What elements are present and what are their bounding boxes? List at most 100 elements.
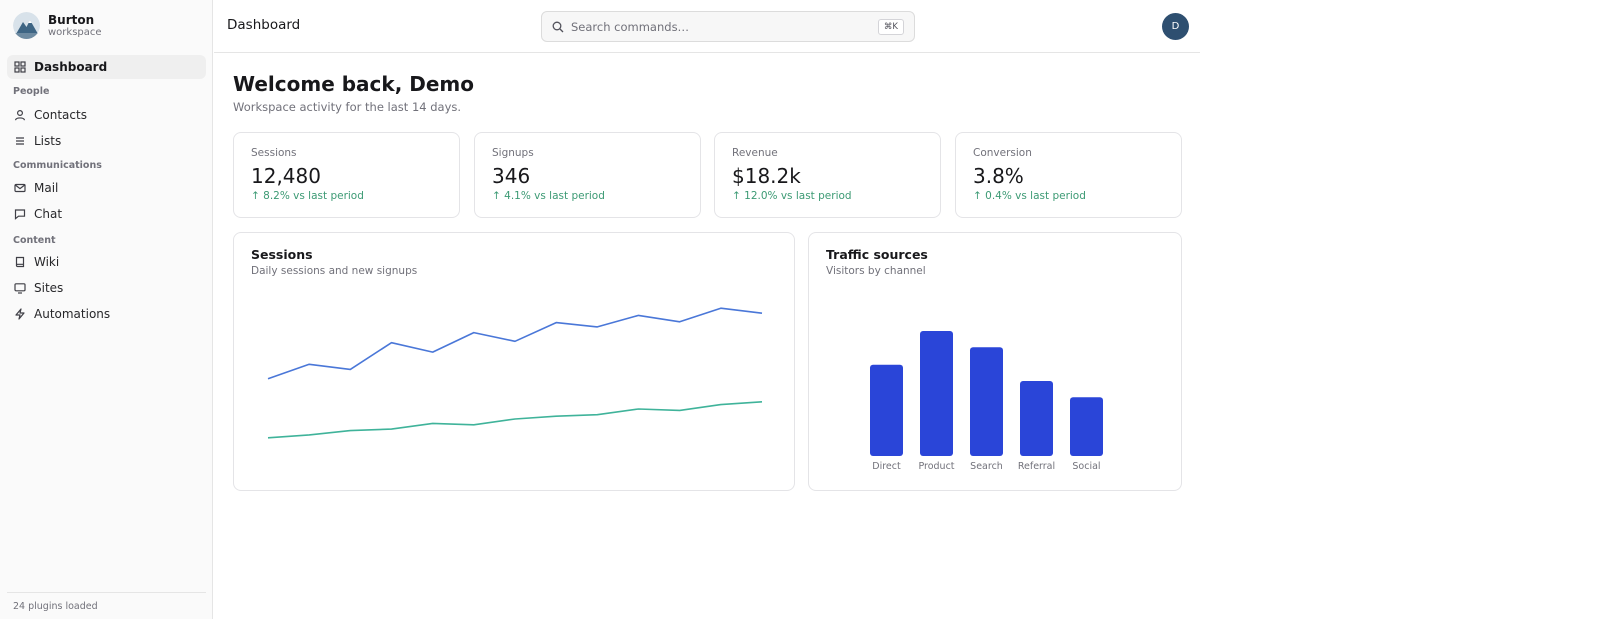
stat-delta: ↑ 4.1% vs last period	[492, 190, 605, 202]
stat-label: Conversion	[973, 147, 1032, 159]
stat-value: $18.2k	[732, 164, 801, 188]
signups-line-point	[429, 419, 437, 427]
grid-icon	[14, 61, 26, 73]
command-search[interactable]: ⌘K	[541, 11, 915, 42]
bar-product	[920, 331, 953, 456]
user-avatar[interactable]: D	[1162, 13, 1189, 40]
bar-referral	[1020, 381, 1053, 456]
signups-line-point	[511, 415, 519, 423]
signups-line-point	[676, 406, 684, 414]
bar-search	[970, 347, 1003, 456]
mail-icon	[14, 182, 26, 194]
sidebar-section-communications: Communications	[13, 160, 102, 171]
stat-label: Signups	[492, 147, 534, 159]
signups-line-point	[264, 434, 272, 442]
signups-line-point	[635, 405, 643, 413]
stat-card-signups: Signups 346 ↑ 4.1% vs last period	[474, 132, 701, 218]
signups-line-point	[593, 411, 601, 419]
stat-delta: ↑ 12.0% vs last period	[732, 190, 852, 202]
stat-card-conversion: Conversion 3.8% ↑ 0.4% vs last period	[955, 132, 1182, 218]
traffic-sources-panel: Direct Product Search Referral Social Traffi…	[808, 232, 1182, 491]
sidebar-item-dashboard[interactable]: Dashboard	[7, 55, 206, 79]
bar-direct	[870, 364, 903, 456]
sessions-chart-panel: Sessions Daily sessions and new signups	[233, 232, 795, 491]
sidebar-item-label: Lists	[34, 134, 62, 148]
sidebar-item-label: Sites	[34, 281, 64, 295]
panel-title: Sessions	[251, 247, 313, 262]
panel-title: Traffic sources	[826, 247, 928, 262]
monitor-icon	[14, 282, 26, 294]
sidebar-item-label: Automations	[34, 307, 111, 321]
workspace-logo	[13, 12, 40, 39]
list-icon	[14, 135, 26, 147]
sidebar-section-content: Content	[13, 235, 56, 246]
sessions-line-point	[593, 323, 601, 331]
stat-delta: ↑ 0.4% vs last period	[973, 190, 1086, 202]
top-bar: Dashboard ⌘K D	[214, 0, 1200, 53]
signups-line-point	[552, 412, 560, 420]
bar-label: Product	[918, 461, 954, 472]
sessions-line-point	[511, 337, 519, 345]
workspace-name: Burton	[48, 12, 95, 27]
welcome-subtitle: Workspace activity for the last 14 days.	[233, 100, 462, 114]
sidebar-item-label: Chat	[34, 207, 63, 221]
sidebar-item-automations[interactable]: Automations	[7, 302, 206, 326]
sidebar-item-mail[interactable]: Mail	[7, 176, 206, 200]
sidebar-item-label: Wiki	[34, 255, 60, 269]
welcome-heading: Welcome back, Demo	[233, 72, 475, 96]
lightning-icon	[14, 308, 26, 320]
sidebar-item-label: Mail	[34, 181, 59, 195]
sessions-line-point	[717, 304, 725, 312]
sessions-line-point	[470, 329, 478, 337]
bar-label: Social	[1072, 461, 1100, 472]
keyboard-shortcut-badge: ⌘K	[877, 19, 904, 35]
signups-line-point	[346, 427, 354, 435]
sidebar-item-contacts[interactable]: Contacts	[7, 103, 206, 127]
stat-delta: ↑ 8.2% vs last period	[251, 190, 364, 202]
plugins-status: 24 plugins loaded	[7, 592, 206, 619]
sessions-line-point	[346, 365, 354, 373]
signups-line-point	[758, 398, 766, 406]
sidebar-item-chat[interactable]: Chat	[7, 202, 206, 226]
sidebar-item-wiki[interactable]: Wiki	[7, 250, 206, 274]
signups-line-point	[305, 431, 313, 439]
panel-subtitle: Visitors by channel	[826, 265, 926, 277]
sidebar-section-people: People	[13, 86, 50, 97]
search-input[interactable]	[571, 19, 861, 34]
signups-line-point	[470, 421, 478, 429]
stat-label: Sessions	[251, 147, 297, 159]
bar-social	[1070, 397, 1103, 456]
sessions-line-chart	[264, 304, 766, 442]
sidebar-item-sites[interactable]: Sites	[7, 276, 206, 300]
stat-card-sessions: Sessions 12,480 ↑ 8.2% vs last period	[233, 132, 460, 218]
stat-label: Revenue	[732, 147, 778, 159]
sidebar-item-label: Dashboard	[34, 60, 108, 74]
signups-line-point	[717, 401, 725, 409]
stat-card-revenue: Revenue $18.2k ↑ 12.0% vs last period	[714, 132, 941, 218]
sidebar-item-label: Contacts	[34, 108, 87, 122]
sessions-line-point	[264, 375, 272, 383]
sidebar-item-lists[interactable]: Lists	[7, 129, 206, 153]
panel-subtitle: Daily sessions and new signups	[251, 265, 418, 277]
bar-label: Direct	[872, 461, 901, 472]
sessions-line-point	[388, 339, 396, 347]
sessions-line-point	[429, 348, 437, 356]
signups-line	[267, 401, 763, 439]
page-title: Dashboard	[227, 17, 301, 33]
sessions-line-point	[552, 319, 560, 327]
traffic-sources-bar-chart: Direct Product Search Referral Social	[870, 331, 1103, 472]
sessions-line	[267, 307, 763, 380]
book-icon	[14, 256, 26, 268]
stat-value: 3.8%	[973, 164, 1024, 188]
sessions-line-point	[305, 360, 313, 368]
stat-value: 346	[492, 164, 531, 188]
sidebar: Burton workspace Dashboard People Contac…	[0, 0, 213, 619]
bar-label: Search	[970, 461, 1003, 472]
workspace-subtitle: workspace	[48, 26, 102, 38]
chat-bubble-icon	[14, 208, 26, 220]
stat-value: 12,480	[251, 164, 321, 188]
sessions-line-point	[758, 309, 766, 317]
search-icon	[552, 21, 564, 32]
sessions-line-point	[676, 318, 684, 326]
workspace-switcher[interactable]: Burton workspace	[13, 12, 102, 39]
